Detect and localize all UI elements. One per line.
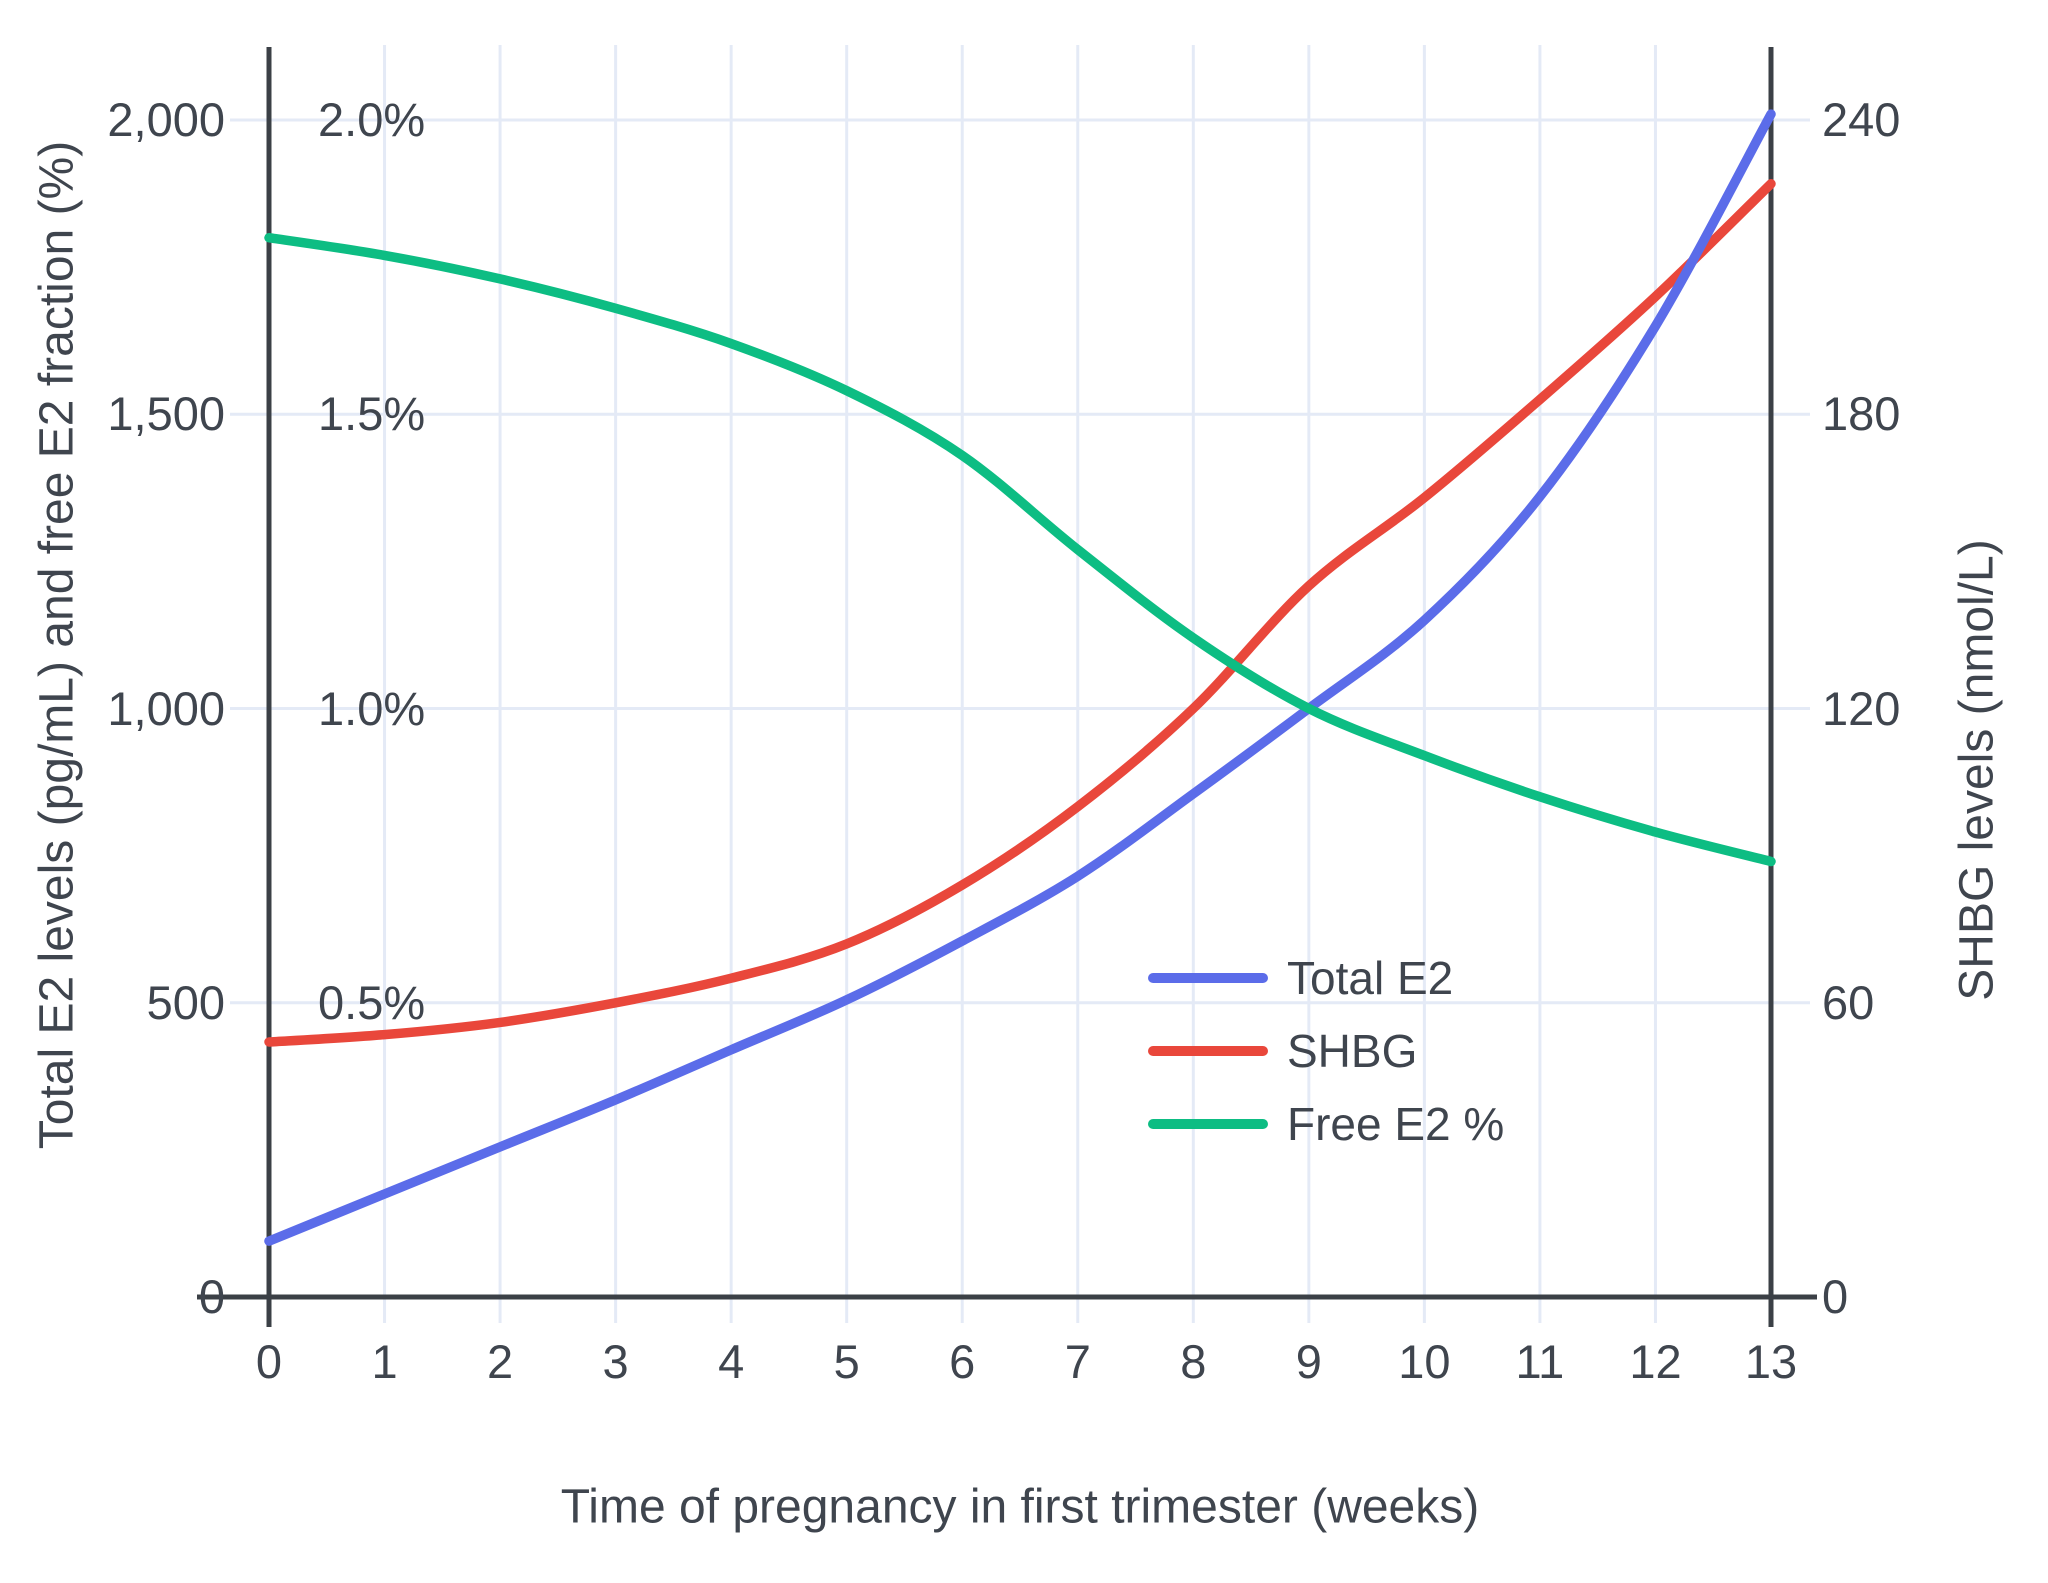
x-tick-label: 8 [1180, 1335, 1207, 1388]
free-e2-percent-annotation: 1.0% [318, 681, 426, 735]
x-tick-label: 6 [949, 1335, 976, 1388]
x-tick-label: 12 [1629, 1335, 1682, 1388]
x-tick-label: 10 [1398, 1335, 1451, 1388]
x-tick-label: 13 [1744, 1335, 1798, 1388]
legend-swatch-shbg [1148, 1045, 1268, 1056]
x-tick-label: 11 [1515, 1335, 1565, 1388]
y-axis-title-right: SHBG levels (nmol/L) [1950, 539, 2004, 1001]
y-left-tick-label: 1,000 [107, 681, 225, 735]
y-right-tick-label: 0 [1822, 1270, 1849, 1323]
x-tick-label: 0 [255, 1335, 283, 1388]
x-tick-label: 9 [1295, 1335, 1322, 1388]
y-right-tick-label: 180 [1822, 387, 1901, 441]
free-e2-percent-annotation: 0.5% [318, 975, 426, 1029]
legend-item-shbg[interactable]: SHBG [1148, 1014, 1504, 1087]
free-e2-percent-annotation: 2.0% [318, 93, 426, 146]
x-tick-label: 7 [1064, 1335, 1091, 1388]
legend-item-free-e2[interactable]: Free E2 % [1148, 1087, 1504, 1160]
y-left-tick-label: 0 [198, 1270, 225, 1323]
y-left-tick-label: 2,000 [107, 93, 225, 146]
y-right-tick-label: 120 [1822, 681, 1901, 735]
x-tick-label: 2 [486, 1335, 514, 1388]
series-line-free-e2 [264, 232, 1776, 867]
y-left-tick-label: 500 [146, 975, 225, 1029]
y-left-tick-label: 1,500 [107, 387, 225, 441]
x-axis-title: Time of pregnancy in first trimester (we… [560, 1480, 1480, 1534]
y-right-tick-label: 240 [1822, 93, 1901, 146]
legend-swatch-total-e2 [1148, 972, 1268, 983]
x-tick-label: 1 [371, 1335, 398, 1388]
series-line-total-e2 [264, 109, 1776, 1246]
free-e2-percent-annotation: 1.5% [318, 387, 426, 441]
y-right-tick-label: 60 [1822, 975, 1875, 1029]
x-tick-label: 3 [602, 1335, 629, 1388]
legend-label-shbg: SHBG [1287, 1024, 1418, 1077]
x-tick-label: 5 [833, 1335, 860, 1388]
legend-label-free-e2: Free E2 % [1287, 1097, 1505, 1150]
legend-item-total-e2[interactable]: Total E2 [1148, 941, 1504, 1014]
series-line-shbg [264, 179, 1776, 1047]
legend-swatch-free-e2 [1148, 1118, 1268, 1129]
x-tick-label: 4 [718, 1335, 745, 1388]
legend-label-total-e2: Total E2 [1287, 951, 1454, 1004]
legend: Total E2 SHBG Free E2 % [1148, 941, 1504, 1160]
